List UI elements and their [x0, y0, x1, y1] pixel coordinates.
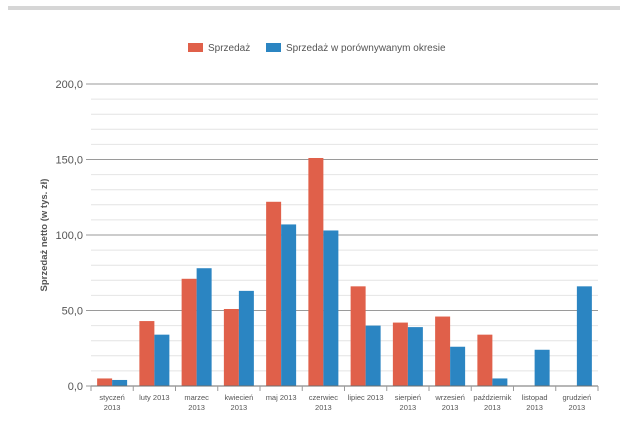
bar-porownywany-5 — [281, 224, 297, 386]
bar-sprzedaz-1 — [97, 378, 113, 386]
y-axis-title: Sprzedaż netto (w tys. zł) — [39, 179, 50, 292]
bar-porownywany-12 — [576, 286, 592, 386]
bar-porownywany-7 — [365, 325, 381, 386]
x-category-label: wrzesień 2013 — [434, 393, 465, 412]
legend-label-sprzedaz[interactable]: Sprzedaż — [208, 43, 250, 54]
x-category-label: maj 2013 — [266, 393, 297, 402]
legend: Sprzedaż Sprzedaż w porównywanym okresie — [188, 43, 446, 54]
y-axis-ticks: 0,0 50,0 100,0 150,0 200,0 — [55, 79, 91, 393]
minor-gridlines — [91, 98, 598, 372]
bars — [97, 157, 592, 386]
bar-porownywany-1 — [112, 379, 128, 386]
y-tick-label: 50,0 — [62, 306, 83, 318]
x-category-label: sierpień 2013 — [395, 393, 421, 412]
y-tick-label: 0,0 — [68, 381, 83, 393]
bar-porownywany-3 — [196, 268, 212, 386]
x-category-label: grudzień 2013 — [562, 393, 591, 412]
bar-sprzedaz-3 — [181, 278, 197, 386]
major-gridlines — [91, 83, 598, 311]
bar-sprzedaz-9 — [435, 316, 451, 386]
top-divider — [8, 6, 620, 10]
legend-label-porownywany-okres[interactable]: Sprzedaż w porównywanym okresie — [286, 43, 446, 54]
bar-sprzedaz-10 — [477, 334, 493, 386]
bar-porownywany-2 — [154, 334, 170, 386]
x-axis-labels: styczeń 2013 luty 2013 marzec 2013 kwiecień 20… — [99, 393, 591, 412]
x-category-label: styczeń 2013 — [99, 393, 124, 412]
x-category-label: marzec 2013 — [184, 393, 209, 412]
bar-sprzedaz-6 — [308, 157, 324, 386]
bar-sprzedaz-5 — [266, 201, 282, 386]
bar-porownywany-6 — [323, 230, 339, 386]
bar-porownywany-11 — [534, 349, 550, 386]
bar-porownywany-9 — [450, 346, 466, 386]
x-category-label: luty 2013 — [139, 393, 169, 402]
x-axis — [90, 385, 599, 391]
y-tick-label: 200,0 — [55, 79, 83, 91]
x-category-label: czerwiec 2013 — [309, 393, 338, 412]
legend-swatch-sprzedaz[interactable] — [188, 43, 203, 52]
x-category-label: listopad 2013 — [522, 393, 548, 412]
y-tick-label: 150,0 — [55, 155, 83, 167]
bar-sprzedaz-2 — [139, 321, 155, 386]
legend-swatch-porownywany-okres[interactable] — [266, 43, 281, 52]
bar-sprzedaz-4 — [223, 308, 239, 386]
y-tick-label: 100,0 — [55, 230, 83, 242]
bar-porownywany-8 — [407, 327, 423, 386]
x-category-label: kwiecień 2013 — [224, 393, 253, 412]
bar-porownywany-4 — [238, 290, 254, 386]
bar-sprzedaz-8 — [392, 322, 408, 386]
x-category-label: lipiec 2013 — [348, 393, 384, 402]
x-category-label: październik 2013 — [473, 393, 511, 412]
bar-porownywany-10 — [492, 378, 508, 386]
bar-sprzedaz-7 — [350, 286, 366, 386]
